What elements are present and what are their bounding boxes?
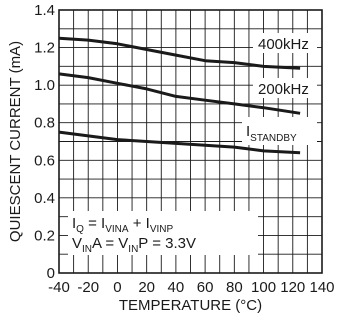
y-tick-label: 0 <box>47 265 55 282</box>
y-tick-label: 0.8 <box>34 115 55 132</box>
y-tick-label: 0.6 <box>34 152 55 169</box>
eq1-plus: + I <box>129 215 150 232</box>
x-tick-label: 20 <box>138 279 155 296</box>
series-line-400khz <box>58 36 301 70</box>
x-tick-label: 60 <box>197 279 214 296</box>
equation-box-mask <box>68 211 258 255</box>
series-line-standby <box>58 130 301 155</box>
label-400khz: 400kHz <box>258 36 309 53</box>
x-tick-label: 80 <box>226 279 243 296</box>
series-line-200khz <box>58 72 301 115</box>
eq2-sub-in2: IN <box>128 244 138 255</box>
x-tick-label: 120 <box>280 279 305 296</box>
x-tick-label: 100 <box>251 279 276 296</box>
y-tick-label: 1.4 <box>34 2 55 19</box>
x-axis-title: TEMPERATURE (°C) <box>119 297 262 314</box>
eq1-eq: = I <box>84 215 105 232</box>
eq1-i: I <box>72 215 76 232</box>
equation-iq: IQ = IVINA + IVINP <box>72 215 173 235</box>
y-axis-title: QUIESCENT CURRENT (mA) <box>7 41 24 242</box>
y-tick-label: 1.2 <box>34 40 55 57</box>
y-tick-label: 1.0 <box>34 77 55 94</box>
x-tick-label: 0 <box>113 279 121 296</box>
eq1-sub-q: Q <box>76 224 84 235</box>
eq1-sub-vinp: VINP <box>150 224 174 235</box>
curve-labels: 400kHz 200kHz ISTANDBY IQ = IVINA + IVIN… <box>68 33 317 255</box>
eq1-sub-vina: VINA <box>105 224 129 235</box>
tick-labels: -40 -20 0 20 40 60 80 100 120 140 0 0.2 0.4 0.6 0.8 1.0… <box>34 2 334 296</box>
label-standby-mask <box>242 117 317 145</box>
standby-i: I <box>246 123 250 140</box>
label-400-mask <box>253 33 317 53</box>
eq2-a: A = V <box>92 235 128 252</box>
x-tick-label: -20 <box>77 279 99 296</box>
y-tick-label: 0.4 <box>34 190 55 207</box>
x-tick-label: 40 <box>168 279 185 296</box>
y-tick-label: 0.2 <box>34 227 55 244</box>
eq2-sub-in1: IN <box>82 244 92 255</box>
label-200khz: 200kHz <box>258 81 309 98</box>
equation-vin: VINA = VINP = 3.3V <box>72 235 196 255</box>
label-200-mask <box>253 78 317 98</box>
x-tick-label: 140 <box>309 279 334 296</box>
eq2-p: P = 3.3V <box>138 235 196 252</box>
plot-frame <box>58 9 323 274</box>
standby-subscript: STANDBY <box>250 133 297 144</box>
series-lines <box>58 36 301 155</box>
x-tick-label: -40 <box>48 279 70 296</box>
label-standby: ISTANDBY <box>246 123 297 144</box>
eq2-v: V <box>72 235 82 252</box>
